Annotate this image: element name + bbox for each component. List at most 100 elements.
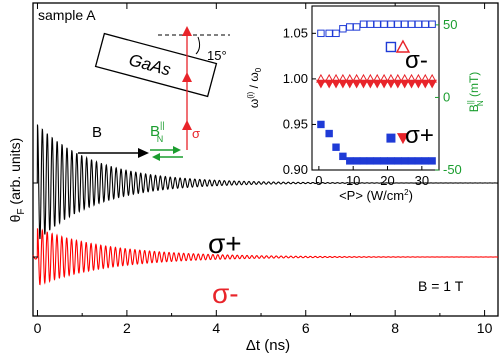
inset-point-triangle-down-filled [399, 79, 410, 89]
inset-point-triangle-down-filled [316, 79, 326, 89]
inset-point-triangle-down-filled [344, 79, 355, 89]
inset-y-tick-label: 1.05 [283, 25, 308, 40]
bn-label: B|| N [150, 120, 165, 144]
inset-y2-label-sup: || [466, 100, 475, 104]
inset-point-triangle-down-filled [351, 79, 362, 89]
laser-arrow-head-low [182, 120, 192, 130]
angle-label: 15° [207, 48, 227, 63]
bn-arrow-right-head [173, 146, 181, 154]
main-plot-frame [32, 2, 499, 317]
main-x-tick-label: 8 [391, 320, 399, 336]
inset-point-square-filled [407, 157, 416, 165]
sample-label: sample A [38, 7, 96, 23]
inset-point-triangle-down-filled [365, 79, 376, 89]
inset-point-triangle-down-filled [331, 79, 341, 89]
main-x-tick-label: 2 [123, 320, 131, 336]
inset-point-triangle-down-filled [392, 79, 403, 89]
inset-point-square-open [317, 29, 325, 38]
gaas-crystal: GaAs [94, 32, 218, 98]
inset-x-tick-label: 10 [346, 173, 360, 188]
inset-y2-label-main: B [467, 104, 481, 112]
legend-marker-triangle-up-open [395, 39, 411, 53]
inset-legend-markers [385, 39, 411, 145]
inset-point-square-filled [394, 157, 402, 165]
inset-y-tick-label: 0.95 [283, 116, 308, 131]
inset-x-label-sup: 2 [404, 188, 409, 197]
legend-marker-square-open [385, 41, 397, 53]
inset-point-triangle-down-filled [427, 79, 437, 89]
inset-point-triangle-down-filled [324, 79, 335, 89]
inset-point-square-filled [428, 157, 436, 165]
bn-sub: N [157, 134, 164, 144]
inset-point-triangle-down-filled [413, 79, 424, 89]
inset-point-triangle-down-filled [338, 79, 348, 89]
inset-y-label-mid: / ω [247, 72, 261, 91]
inset-point-square-filled [380, 157, 388, 165]
inset-x-tick-label: 20 [380, 173, 394, 188]
main-x-tick-label: 0 [34, 320, 42, 336]
inset-point-square-filled [414, 157, 423, 165]
inset-point-square-open [428, 20, 436, 28]
inset-point-square-filled [332, 143, 340, 151]
inset-ticks: 0 10 20 30 0.90 0.95 1.00 1.05 -50 0 50 [283, 17, 462, 188]
laser-arrow-head [182, 26, 192, 36]
main-y-axis-label: θF (arb. units) [7, 138, 27, 223]
inset-x-label-main: <P> (W/cm [339, 188, 404, 203]
inset-y-tick-label: 0.90 [283, 162, 308, 177]
bn-sup: || [160, 120, 165, 130]
inset-point-triangle-down-filled [372, 79, 383, 89]
inset-point-square-filled [400, 157, 409, 165]
legend-marker-square-filled [386, 133, 396, 143]
inset-point-square-filled [339, 152, 347, 161]
inset-y-label-sub: 0 [254, 67, 263, 72]
inset-point-square-filled [421, 157, 429, 165]
inset-point-triangle-down-filled [406, 79, 417, 89]
inset-sigma-minus-label: σ- [405, 47, 428, 74]
inset-frame [311, 5, 440, 171]
inset-point-square-filled [352, 157, 361, 165]
y-label-sub: F [16, 208, 27, 214]
y-label-units: (arb. units) [7, 138, 23, 209]
inset-point-triangle-down-filled [358, 79, 369, 89]
sigma-plus-label: σ+ [208, 228, 242, 259]
trace-sigma-plus [33, 124, 499, 240]
main-x-ticks: 0 2 4 6 8 10 [33, 3, 493, 336]
main-x-tick-label: 10 [477, 320, 493, 336]
b-label: B [92, 124, 102, 141]
inset-point-square-filled [359, 157, 368, 165]
inset-y2-label-units: (mT) [467, 72, 481, 101]
inset-point-square-filled [373, 157, 381, 165]
angle-arc [195, 36, 201, 55]
y-label-theta: θ [7, 214, 23, 222]
bn-main: B [150, 123, 160, 140]
inset-points [316, 20, 437, 165]
inset-sigma-plus-label: σ+ [405, 122, 434, 149]
inset-point-square-filled [325, 129, 333, 138]
inset-point-triangle-down-filled [379, 79, 389, 89]
main-traces [32, 124, 499, 286]
sigma-minus-label: σ- [212, 278, 239, 309]
inset-y-label-sup: (i) [246, 91, 255, 98]
sigma-beam-label: σ [192, 126, 200, 141]
inset-point-square-filled [387, 157, 395, 165]
geometry-schematic: GaAs 15° σ B B|| N [78, 26, 230, 161]
field-label: B = 1 T [418, 278, 464, 294]
inset-point-triangle-down-filled [420, 79, 431, 89]
inset-y-axis-label: ω(i) / ω0 [246, 67, 263, 108]
inset-y2-label-sub: N [476, 100, 485, 106]
inset-point-triangle-down-filled [386, 79, 396, 89]
inset-point-square-filled [346, 157, 354, 165]
main-plot: 0 2 4 6 8 10 Δt (ns) θF (arb. units) sample A… [7, 2, 499, 354]
inset-y2-tick-label: 50 [443, 17, 457, 32]
inset-x-tick-label: 0 [315, 173, 322, 188]
main-x-axis-label: Δt (ns) [246, 337, 290, 354]
laser-arrow-head-mid [182, 72, 192, 82]
inset-point-square-open [332, 29, 340, 38]
inset-y-tick-label: 1.00 [283, 71, 308, 86]
inset-x-tick-label: 30 [415, 173, 429, 188]
b-arrow-head [138, 148, 149, 158]
inset-y2-tick-label: 0 [443, 89, 450, 104]
